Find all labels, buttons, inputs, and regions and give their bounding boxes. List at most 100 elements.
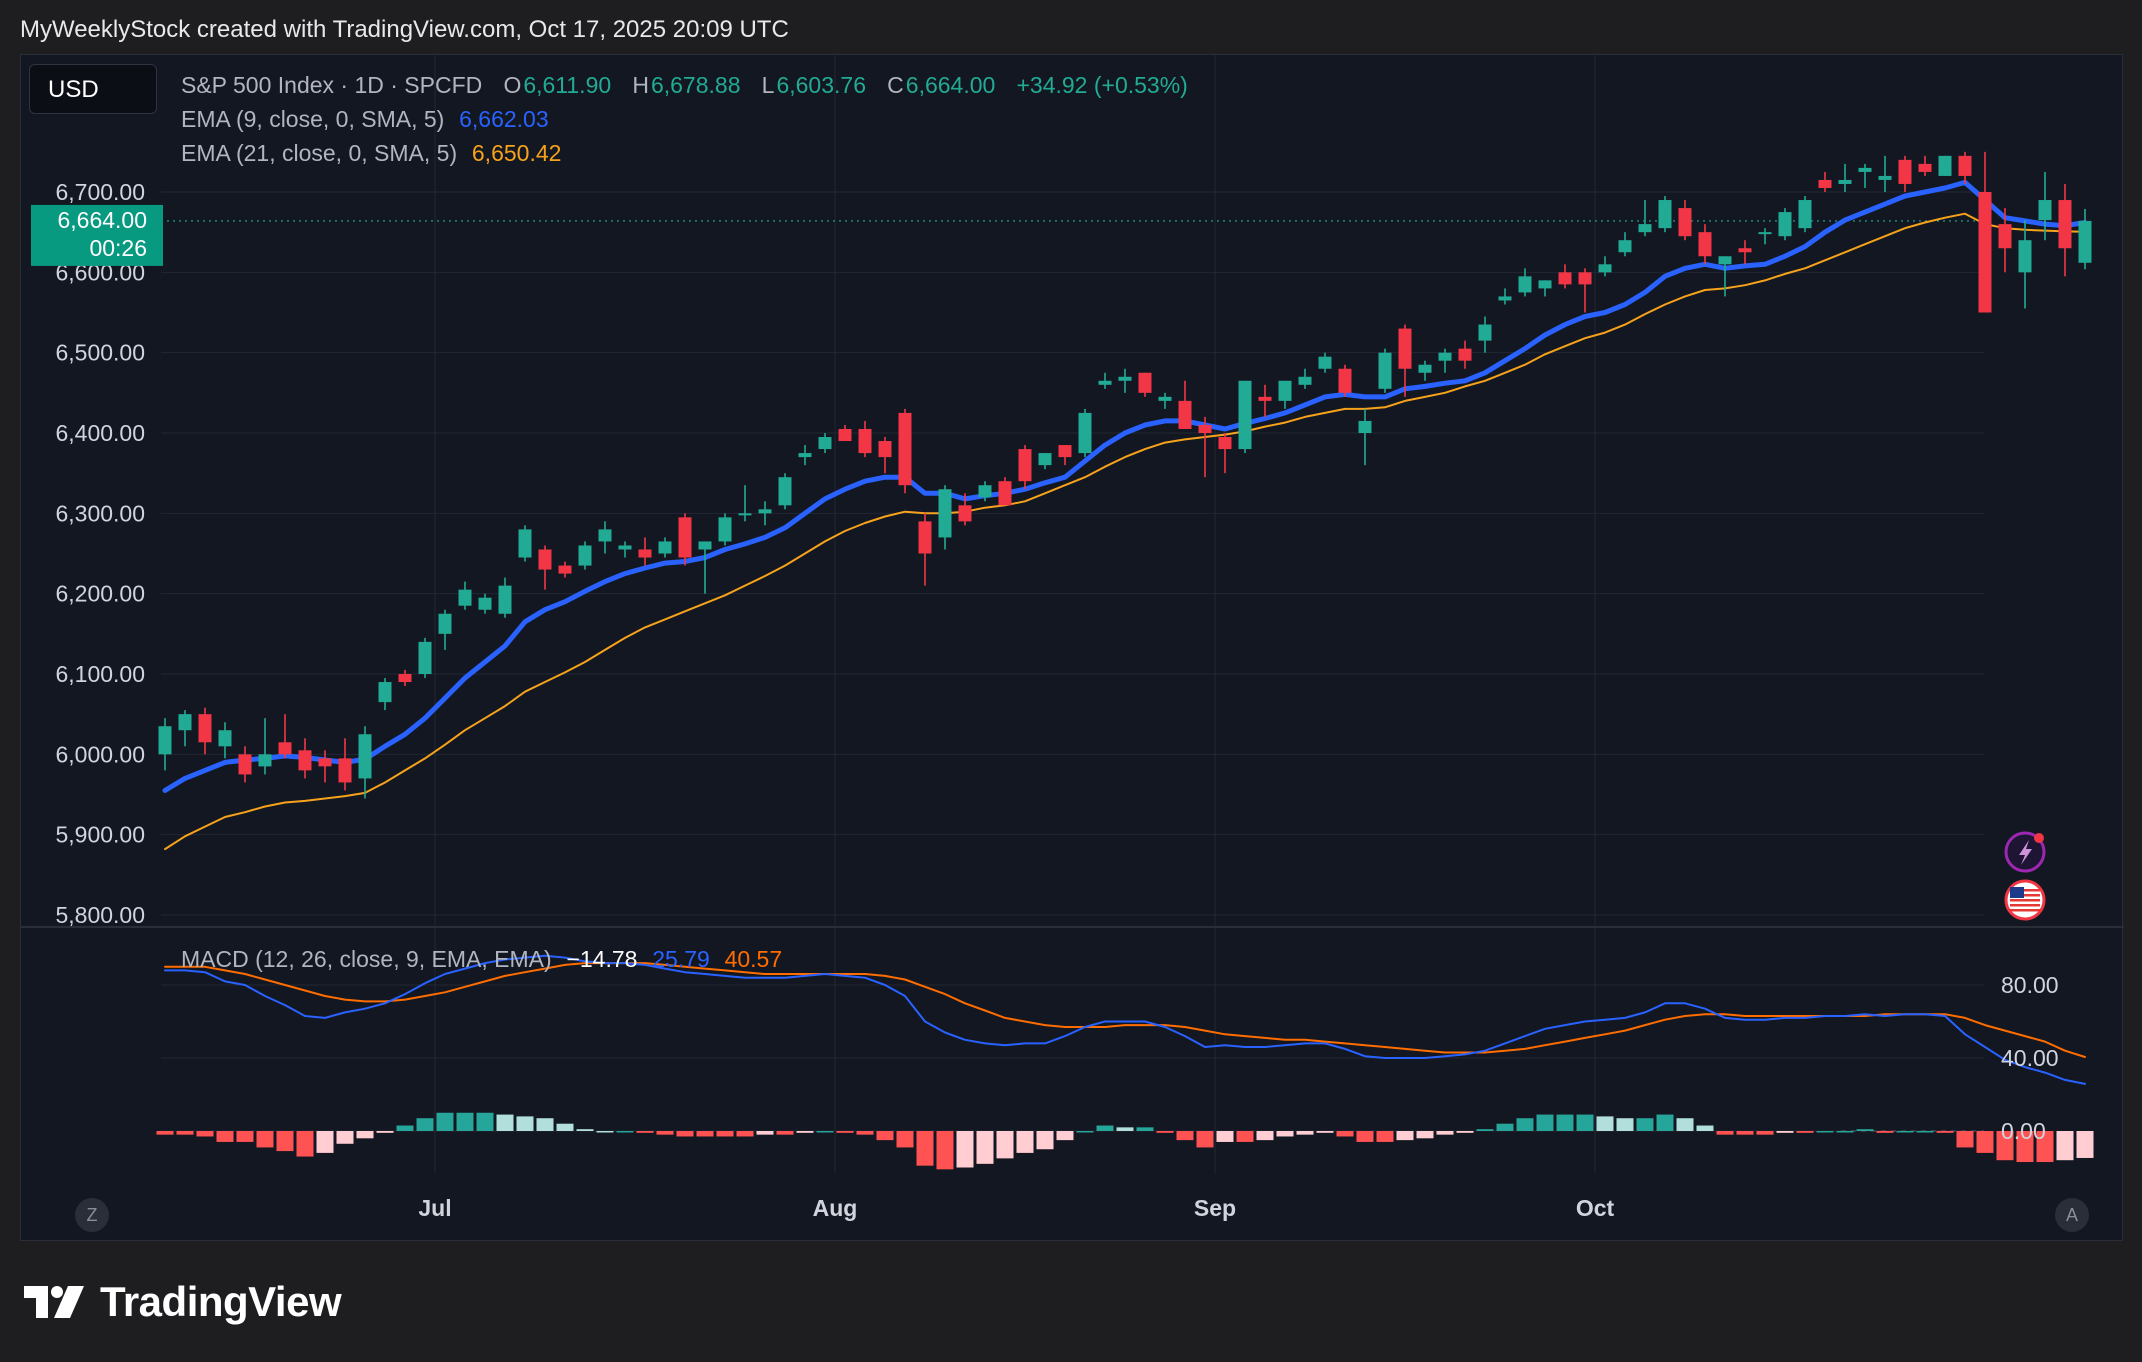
macd-histogram-bar [1316, 1131, 1334, 1133]
macd-hist-value: −14.78 [566, 946, 638, 972]
macd-histogram-bar [2076, 1131, 2094, 1158]
macd-histogram-bar [1696, 1125, 1714, 1131]
macd-histogram-bar [1476, 1129, 1494, 1131]
time-axis-label: Oct [1576, 1195, 1615, 1221]
candle [1998, 208, 2012, 273]
macd-histogram-bar [1016, 1131, 1034, 1153]
candle-body [1478, 324, 1492, 341]
candle [1538, 280, 1552, 297]
candle-body [638, 549, 652, 558]
candle-body [1678, 208, 1692, 237]
macd-histogram-bar [896, 1131, 914, 1148]
candle-body [338, 758, 352, 783]
candle-body [1038, 453, 1052, 466]
candle-body [258, 754, 272, 767]
candle-body [1458, 348, 1472, 361]
candle [1378, 348, 1392, 393]
macd-histogram-bar [1376, 1131, 1394, 1142]
macd-histogram-bar [1296, 1131, 1314, 1135]
candle-body [1438, 352, 1452, 361]
ema9-line [162, 179, 2088, 793]
chart-canvas[interactable]: 6,700.006,600.006,500.006,400.006,300.00… [21, 55, 2124, 1242]
candle-body [1778, 212, 1792, 237]
candle [698, 541, 712, 594]
candle-body [398, 674, 412, 683]
open-label: O [503, 72, 522, 98]
ema21-value: 6,650.42 [471, 140, 562, 166]
candle [858, 420, 872, 458]
candle [2078, 208, 2092, 270]
macd-histogram-bar [856, 1131, 874, 1135]
macd-histogram-bar [1156, 1131, 1174, 1133]
macd-histogram-bar [1896, 1131, 1914, 1133]
macd-histogram-bar [636, 1131, 654, 1133]
close-value: 6,664.00 [905, 72, 996, 98]
zoom-reset-button[interactable]: Z [75, 1198, 109, 1232]
candle-body [1118, 376, 1132, 381]
macd-histogram-bar [656, 1131, 674, 1135]
macd-histogram-bar [1876, 1131, 1894, 1133]
candle-body [738, 513, 752, 516]
macd-histogram-bar [556, 1123, 574, 1131]
candle [398, 669, 412, 687]
ema9-value: 6,662.03 [459, 106, 549, 132]
macd-histogram-bar [956, 1131, 974, 1168]
candle [838, 424, 852, 442]
candle-body [1498, 296, 1512, 301]
candle [1618, 232, 1632, 257]
lightning-dot [2034, 833, 2044, 843]
candle-body [978, 485, 992, 498]
close-label: C [887, 72, 904, 98]
candle-body [498, 585, 512, 614]
candle-body [1258, 396, 1272, 401]
candle-body [1278, 380, 1292, 401]
auto-scale-button[interactable]: A [2055, 1198, 2089, 1232]
candle [298, 738, 312, 779]
price-axis-tick: 6,200.00 [55, 581, 145, 607]
candle [798, 445, 812, 466]
candle-body [1218, 437, 1232, 450]
macd-histogram-bar [1036, 1131, 1054, 1150]
macd-histogram-bar [616, 1131, 634, 1133]
candle-body [1418, 364, 1432, 373]
candle [258, 718, 272, 775]
price-axis-tick: 5,800.00 [55, 902, 145, 928]
candle-body [678, 517, 692, 558]
candle [158, 718, 172, 771]
macd-histogram-bar [1996, 1131, 2014, 1161]
candle-body [1078, 412, 1092, 454]
candle-body [898, 412, 912, 486]
candle-body [1958, 155, 1972, 176]
currency-button[interactable]: USD [29, 64, 157, 114]
candle-body [858, 428, 872, 454]
high-value: 6,678.88 [650, 72, 741, 98]
macd-axis-tick: 40.00 [2001, 1045, 2059, 1071]
macd-histogram-bar [936, 1131, 954, 1170]
macd-histogram-bar [456, 1112, 474, 1131]
macd-histogram-bar [596, 1131, 614, 1133]
candle [1118, 368, 1132, 393]
candle [498, 577, 512, 618]
macd-histogram-bar [1236, 1131, 1254, 1142]
candle-body [1178, 400, 1192, 429]
candle-body [1918, 163, 1932, 172]
candle [1938, 155, 1952, 176]
candle-body [778, 477, 792, 506]
low-label: L [761, 72, 775, 98]
price-axis-tick: 6,700.00 [55, 179, 145, 205]
candle [938, 485, 952, 550]
us-flag-event-icon [2004, 879, 2046, 921]
candle [1458, 340, 1472, 369]
chart-panel[interactable]: 6,700.00 6,600.00 6,500.00 6,400.00 6,300.00… [20, 54, 2124, 1242]
candle [2018, 220, 2032, 309]
candle-body [1058, 445, 1072, 458]
candle [678, 513, 692, 566]
candle-body [2038, 200, 2052, 221]
candle [1598, 256, 1612, 277]
flag-stripe [2010, 904, 2040, 907]
macd-histogram-bar [816, 1131, 834, 1133]
candle-body [2078, 220, 2092, 263]
tradingview-logo[interactable]: TradingView [24, 1278, 342, 1326]
candle-body [1578, 272, 1592, 285]
candle [1898, 155, 1912, 192]
